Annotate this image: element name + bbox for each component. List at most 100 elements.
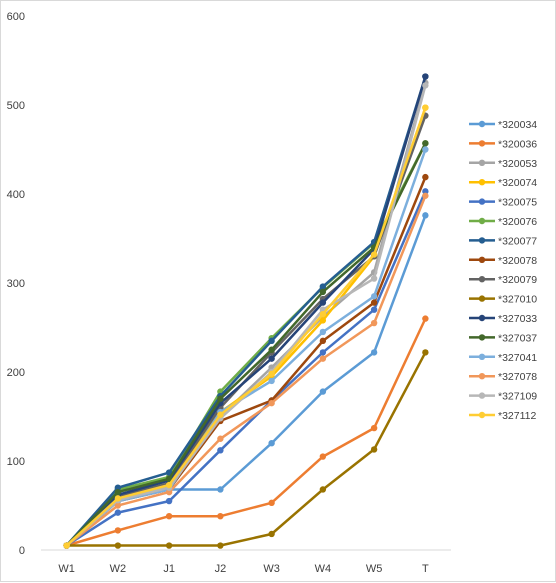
- data-point: [319, 355, 327, 362]
- legend-swatch-marker: [478, 334, 486, 341]
- legend-swatch-marker: [478, 353, 486, 360]
- legend-swatch-marker: [478, 314, 486, 322]
- series-line: [65, 84, 427, 547]
- x-tick-label: W5: [366, 563, 383, 575]
- legend-swatch-marker: [478, 295, 486, 302]
- legend-entry: *327109: [469, 391, 537, 403]
- x-tick-label: J2: [215, 563, 227, 575]
- data-point: [268, 530, 275, 538]
- data-point: [422, 73, 429, 80]
- data-point: [319, 299, 327, 306]
- legend-swatch-marker: [478, 256, 486, 263]
- legend-entry: *320036: [469, 138, 537, 150]
- data-point: [217, 447, 224, 454]
- legend-label: *320076: [498, 216, 537, 228]
- y-axis: 0 100 200 300 400 500 600: [7, 11, 25, 557]
- legend-entry: *327010: [469, 294, 537, 306]
- legend-swatch-marker: [478, 392, 486, 399]
- data-point: [422, 188, 429, 195]
- series-327010: [63, 349, 429, 549]
- data-point: [319, 288, 327, 296]
- data-point: [268, 399, 275, 407]
- y-tick-label: 100: [7, 456, 25, 468]
- data-point: [319, 486, 327, 493]
- data-point: [217, 486, 224, 493]
- data-point: [217, 435, 224, 442]
- data-point: [422, 173, 429, 181]
- legend-swatch-marker: [478, 140, 486, 147]
- data-point: [370, 293, 378, 300]
- legend-entry: *320076: [469, 216, 537, 228]
- legend-entry: *327037: [469, 332, 537, 344]
- legend-label: *320034: [498, 119, 537, 131]
- data-point: [370, 275, 378, 282]
- legend-swatch-marker: [478, 276, 486, 283]
- legend-swatch-marker: [478, 237, 486, 244]
- data-point: [319, 283, 327, 290]
- data-point: [217, 395, 224, 402]
- legend-label: *320078: [498, 255, 537, 267]
- legend-label: *327112: [498, 410, 537, 422]
- data-point: [268, 499, 275, 507]
- series-line: [65, 75, 427, 547]
- series-line: [65, 142, 427, 547]
- legend-label: *327037: [498, 332, 537, 344]
- series-line: [65, 75, 427, 547]
- legend-label: *327109: [498, 391, 537, 403]
- series-327112: [63, 104, 429, 549]
- series-line: [65, 351, 427, 547]
- data-point: [422, 104, 429, 111]
- legend-label: *320074: [498, 177, 537, 189]
- legend-swatch-marker: [478, 373, 486, 380]
- series-line: [65, 142, 427, 547]
- data-point: [217, 411, 224, 418]
- legend-label: *327010: [498, 294, 537, 306]
- data-point: [422, 140, 429, 147]
- legend-entry: *327041: [469, 352, 537, 364]
- series-line: [65, 106, 427, 547]
- data-point: [165, 475, 173, 482]
- data-point: [422, 349, 429, 356]
- legend-label: *327078: [498, 371, 537, 383]
- data-point: [422, 315, 429, 322]
- x-tick-label: W4: [315, 563, 332, 575]
- data-point: [370, 251, 378, 258]
- data-point: [422, 192, 429, 199]
- data-point: [165, 512, 173, 520]
- legend: *320034 *320036 *320053 *320074 *320075 *3200…: [469, 119, 537, 422]
- legend-swatch-marker: [478, 411, 486, 419]
- series-line: [65, 317, 427, 547]
- y-tick-label: 500: [7, 100, 25, 112]
- x-tick-label: T: [422, 563, 429, 575]
- series-line: [65, 114, 427, 547]
- legend-swatch-marker: [478, 120, 486, 128]
- series-320074: [63, 104, 429, 549]
- data-point: [370, 299, 378, 306]
- series-line: [65, 194, 427, 547]
- legend-swatch-marker: [478, 217, 486, 225]
- data-point: [370, 319, 378, 327]
- y-tick-label: 600: [7, 11, 25, 23]
- series-layer: [63, 73, 429, 549]
- legend-label: *327033: [498, 313, 537, 325]
- x-tick-label: W2: [110, 563, 127, 575]
- series-line: [65, 106, 427, 547]
- legend-swatch-marker: [478, 198, 486, 205]
- data-point: [319, 328, 327, 336]
- y-tick-label: 300: [7, 278, 25, 290]
- data-point: [319, 337, 327, 345]
- data-point: [165, 542, 173, 549]
- x-tick-label: W1: [58, 563, 75, 575]
- data-point: [370, 446, 378, 453]
- legend-entry: *327078: [469, 371, 537, 383]
- legend-entry: *320079: [469, 274, 537, 286]
- legend-entry: *320053: [469, 158, 537, 170]
- y-tick-label: 400: [7, 189, 25, 201]
- data-point: [114, 495, 122, 502]
- data-point: [319, 317, 327, 324]
- series-327109: [63, 82, 429, 549]
- legend-entry: *320074: [469, 177, 537, 189]
- legend-entry: *327033: [469, 313, 537, 325]
